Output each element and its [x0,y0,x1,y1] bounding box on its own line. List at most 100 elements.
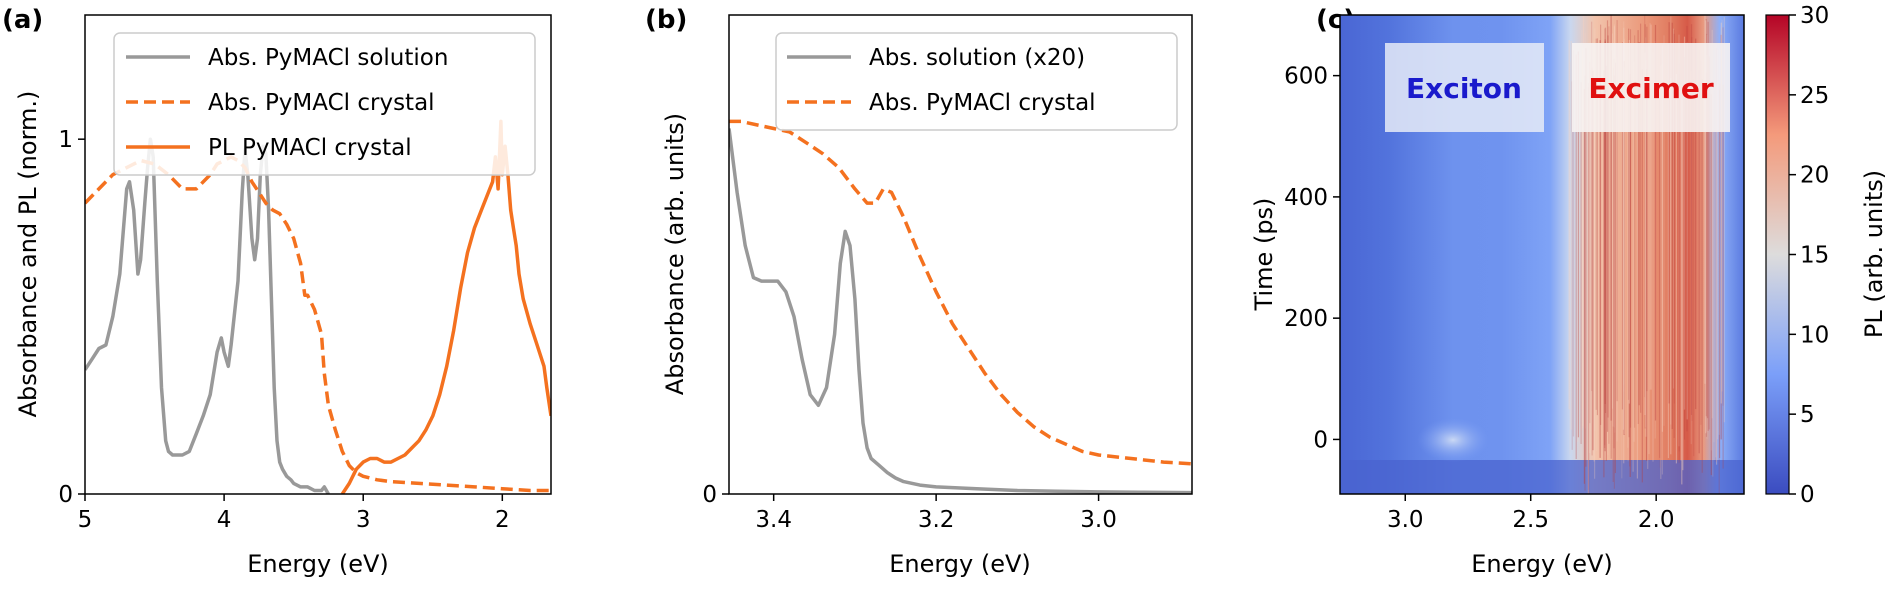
colorbar-tick-label: 25 [1800,83,1829,109]
heatmap-stripe [1645,37,1647,428]
heatmap-stripe [1683,36,1686,410]
panel-c-y-label: Time (ps) [1250,198,1278,312]
heatmap-stripe [1575,54,1577,460]
colorbar-ticks: 0 5 10 15 20 25 30 [1789,3,1829,508]
heatmap-stripe [1632,80,1634,472]
heatmap-stripe [1604,85,1606,449]
heatmap-stripe [1569,61,1571,455]
heatmap-stripe [1693,78,1695,457]
heatmap-stripe [1671,22,1673,429]
heatmap-stripe [1723,16,1725,423]
panel-b-legend: Abs. solution (x20) Abs. PyMACl crystal [775,32,1178,131]
panel-c-x-tick-label: 2.5 [1512,507,1549,533]
heatmap-stripe [1672,28,1675,389]
heatmap-stripe [1611,33,1613,409]
heatmap-stripe [1583,88,1585,484]
heatmap-stripe [1720,34,1722,440]
panel-c-frame [1339,14,1745,495]
heatmap-stripe [1645,60,1647,437]
heatmap-stripe [1659,92,1661,458]
heatmap-stripe [1605,65,1607,461]
panel-c-y-tick-label: 0 [1313,427,1328,453]
heatmap-stripe [1686,25,1688,432]
heatmap-stripe [1587,78,1589,494]
heatmap-stripe [1593,62,1595,462]
heatmap-stripe [1718,48,1720,435]
heatmap-stripe [1706,43,1709,419]
heatmap-stripe [1623,27,1625,392]
heatmap-stripe [1613,75,1615,489]
panel-a-y-tick-label: 1 [58,127,73,153]
heatmap-stripe [1571,81,1573,450]
heatmap-stripe [1644,52,1646,416]
heatmap-stripe [1682,89,1684,471]
panel-a-x-tick-label: 3 [356,507,371,533]
heatmap-stripe [1673,33,1675,438]
heatmap-stripe [1582,47,1584,427]
panel-c-y-tick-label: 200 [1284,306,1328,332]
legend-label-abs-solution-x20: Abs. solution (x20) [869,45,1085,71]
colorbar [1765,14,1790,495]
heatmap-stripe [1675,73,1677,464]
heatmap-stripe [1577,54,1579,442]
exciton-label: Exciton [1406,72,1522,105]
heatmap-stripe [1600,24,1602,425]
heatmap-stripe [1695,38,1697,410]
heatmap-stripe [1595,38,1597,410]
heatmap-stripe [1647,85,1649,469]
heatmap-stripe [1612,67,1614,483]
heatmap-stripe [1654,40,1656,439]
heatmap-stripe [1622,41,1624,430]
heatmap-pre-zero-band [1340,460,1744,494]
heatmap-stripe [1621,69,1623,479]
heatmap-stripe [1668,22,1670,404]
heatmap-stripe [1707,21,1709,432]
panel-b-frame [728,14,1193,495]
heatmap-stripe [1604,28,1606,446]
panel-c-y-tick-label: 600 [1284,64,1328,90]
heatmap-stripe [1678,34,1680,447]
panel-b-x-ticks: 3.4 3.2 3.0 [755,494,1117,533]
heatmap-stripe [1705,19,1707,416]
heatmap-stripe [1613,58,1615,449]
panel-b-x-tick-label: 3.4 [755,507,792,533]
colorbar-tick-label: 5 [1800,402,1815,428]
heatmap-stripe [1591,24,1593,424]
legend-label-abs-crystal: Abs. PyMACl crystal [208,90,435,116]
heatmap-stripe [1667,43,1669,459]
heatmap-stripe [1589,62,1591,424]
heatmap-stripe [1680,84,1682,461]
panel-b-series [729,119,1192,494]
heatmap-stripe [1710,71,1712,451]
heatmap-stripe [1603,70,1605,478]
heatmap-stripe [1670,78,1672,455]
heatmap-stripe [1706,34,1708,440]
panel-b-x-label: Energy (eV) [889,550,1031,578]
heatmap-stripe [1623,67,1625,435]
legend-label-pl-crystal: PL PyMACl crystal [208,135,412,161]
colorbar-tick-label: 15 [1800,243,1829,269]
heatmap-stripe [1581,45,1584,409]
heatmap-stripe [1712,84,1714,477]
heatmap-stripe [1684,57,1686,440]
heatmap-stripe [1698,69,1700,454]
heatmap-stripe [1593,80,1595,460]
heatmap-stripe [1591,21,1593,392]
heatmap-stripe [1623,38,1625,411]
panel-c-y-ticks: 0 200 400 600 [1284,64,1340,453]
heatmap-stripe [1654,24,1657,421]
heatmap-stripe [1686,42,1688,420]
heatmap-stripe [1604,27,1607,414]
heatmap-stripe [1594,28,1596,431]
heatmap-stripe [1648,46,1650,455]
panel-a-y-tick-label: 0 [58,482,73,508]
heatmap-stripe [1716,85,1718,465]
heatmap-stripe [1698,50,1700,454]
heatmap-stripe [1583,16,1585,391]
heatmap-stripe [1663,35,1665,426]
panel-c-x-tick-label: 3.0 [1387,507,1424,533]
heatmap-stripe [1594,64,1596,479]
heatmap-stripe [1595,90,1597,451]
